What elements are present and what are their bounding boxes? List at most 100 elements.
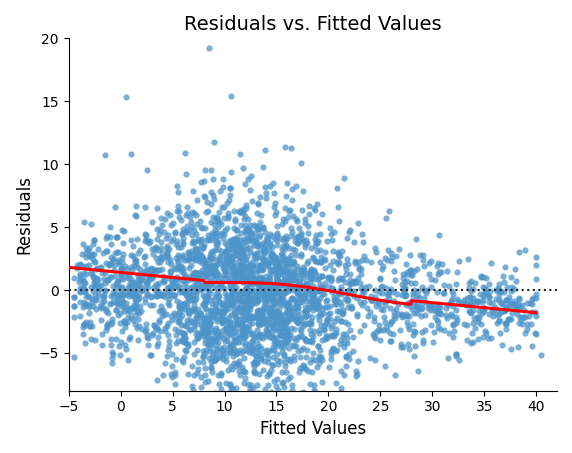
Point <box>261 146 270 153</box>
Point <box>153 247 162 254</box>
Point <box>227 255 236 263</box>
Point <box>239 406 248 414</box>
Point <box>293 308 303 315</box>
Point <box>382 327 391 334</box>
Point <box>229 261 238 268</box>
Point <box>263 329 272 337</box>
Point <box>231 236 240 243</box>
Point <box>236 289 245 296</box>
Point <box>137 286 146 294</box>
Point <box>210 357 220 364</box>
Point <box>481 286 490 293</box>
Point <box>304 257 313 264</box>
Point <box>161 235 170 242</box>
Point <box>468 338 478 346</box>
Point <box>232 284 241 291</box>
Point <box>316 416 325 423</box>
Point <box>261 300 271 308</box>
Point <box>299 288 308 295</box>
Point <box>267 251 276 258</box>
Point <box>253 250 262 257</box>
Point <box>278 378 287 386</box>
Point <box>306 321 315 328</box>
Point <box>178 264 188 271</box>
Point <box>434 303 443 310</box>
Point <box>207 365 216 372</box>
Point <box>245 221 255 228</box>
Point <box>280 258 289 265</box>
Point <box>301 292 310 299</box>
Point <box>443 302 452 309</box>
Point <box>287 386 296 394</box>
Point <box>309 349 318 357</box>
Point <box>223 297 232 304</box>
Point <box>242 302 251 309</box>
Point <box>226 93 235 100</box>
Point <box>172 240 181 247</box>
Point <box>229 235 238 242</box>
Point <box>494 311 503 318</box>
Point <box>296 326 305 333</box>
Point <box>183 317 192 324</box>
Point <box>271 326 280 333</box>
Point <box>118 265 127 272</box>
Point <box>265 276 274 283</box>
Point <box>227 236 236 244</box>
Point <box>320 280 329 287</box>
Point <box>268 346 277 353</box>
Point <box>116 299 125 307</box>
Point <box>260 247 269 254</box>
Point <box>261 399 270 406</box>
Point <box>169 293 178 300</box>
Point <box>237 321 247 328</box>
Point <box>501 303 510 310</box>
Point <box>255 241 264 248</box>
Point <box>221 353 231 360</box>
Point <box>256 319 265 326</box>
Point <box>504 303 513 310</box>
Point <box>236 237 245 244</box>
Point <box>253 274 263 281</box>
Point <box>80 302 89 309</box>
Point <box>438 289 447 297</box>
Point <box>336 290 345 298</box>
Point <box>232 339 241 346</box>
Point <box>204 354 213 361</box>
Point <box>259 306 268 313</box>
Point <box>400 285 410 292</box>
Point <box>174 213 183 220</box>
Point <box>204 263 213 270</box>
Point <box>267 257 276 264</box>
Point <box>267 289 276 297</box>
Point <box>284 284 293 291</box>
Point <box>326 356 335 363</box>
Point <box>389 331 398 338</box>
Point <box>173 297 182 304</box>
Point <box>129 317 138 324</box>
Point <box>202 269 211 276</box>
Point <box>190 296 200 304</box>
Point <box>280 289 289 297</box>
Point <box>311 231 320 239</box>
Point <box>154 317 164 324</box>
Point <box>256 311 265 318</box>
Point <box>282 179 291 186</box>
Point <box>522 299 531 306</box>
Point <box>358 238 367 246</box>
Point <box>353 310 362 318</box>
Point <box>114 277 123 284</box>
Point <box>210 270 219 277</box>
Point <box>300 336 309 343</box>
Point <box>210 301 220 308</box>
Point <box>209 276 218 284</box>
Point <box>248 280 257 287</box>
Point <box>331 380 340 387</box>
Point <box>252 210 261 217</box>
Point <box>291 316 300 323</box>
Point <box>129 280 138 288</box>
Point <box>241 226 250 233</box>
Point <box>297 347 306 354</box>
Point <box>134 282 144 289</box>
Point <box>273 341 282 348</box>
Point <box>506 274 515 281</box>
